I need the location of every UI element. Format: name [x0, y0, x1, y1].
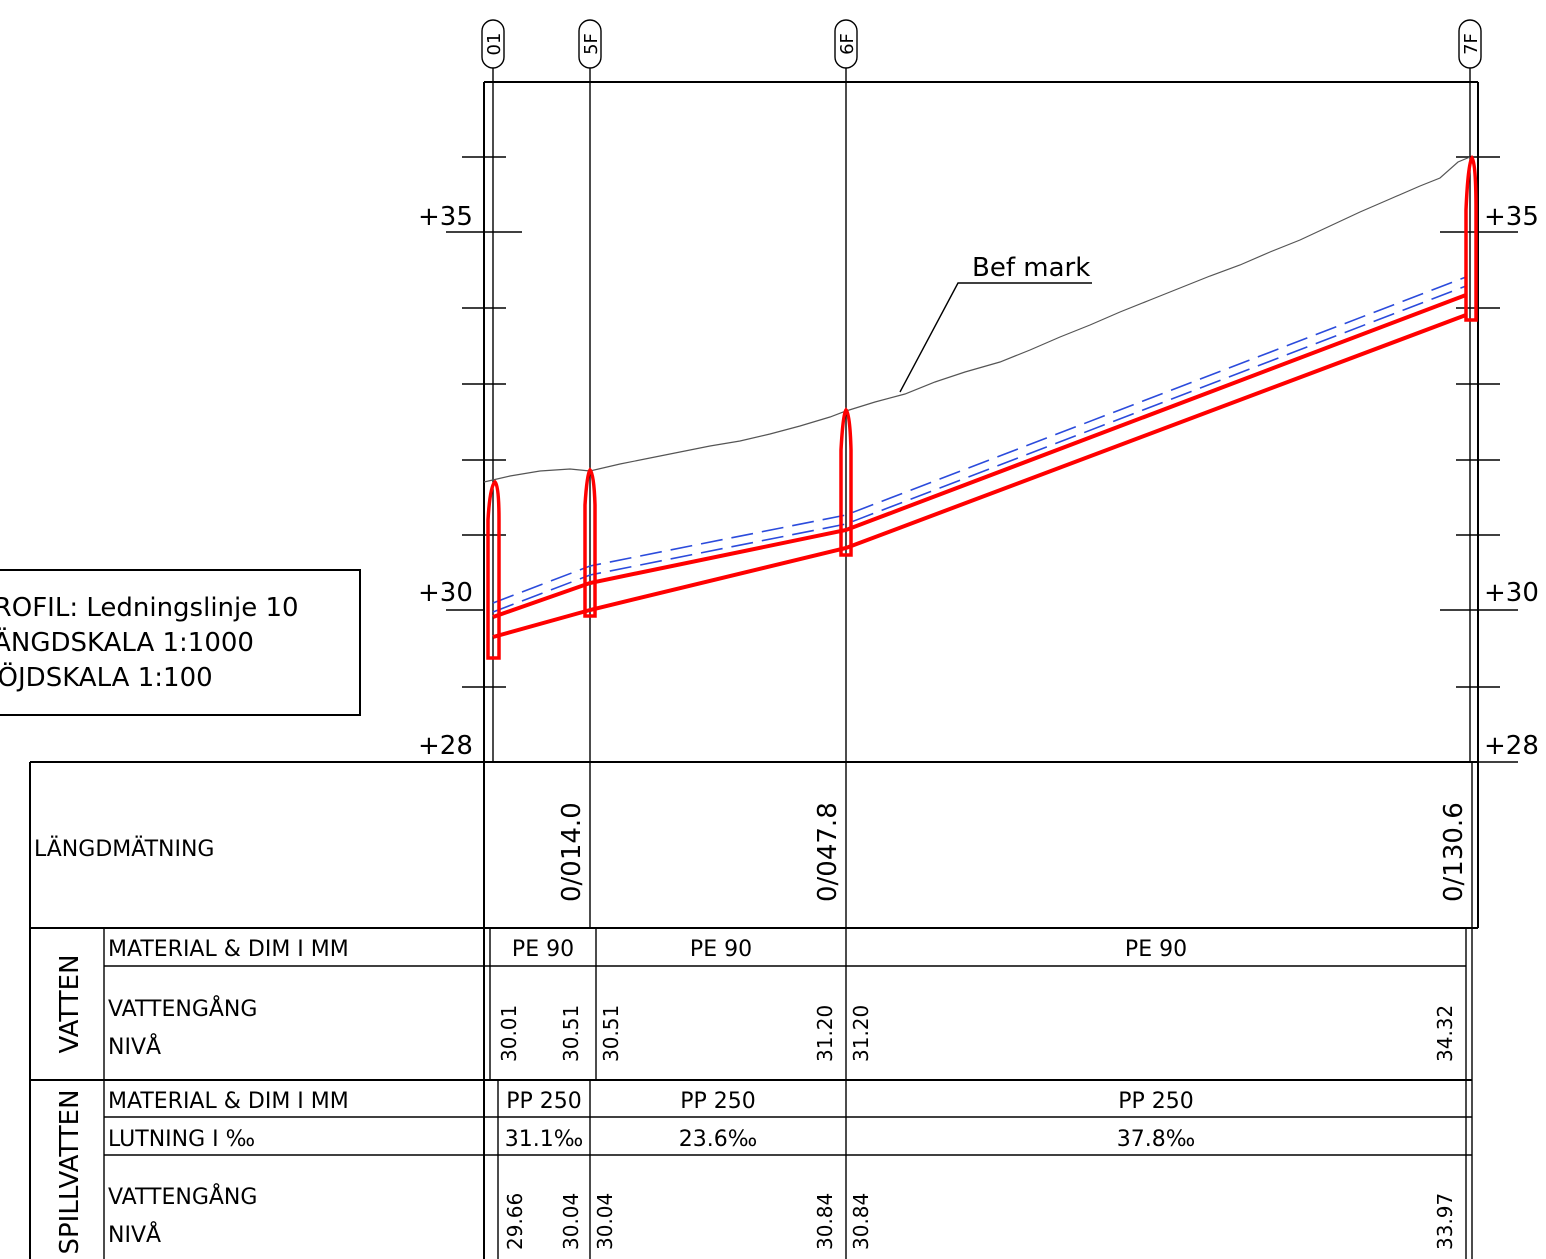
- elevation-scale-left: +35 +30 +28: [418, 157, 522, 761]
- spillvatten-level-1: 29.66: [503, 1193, 527, 1250]
- spillvatten-level-label-1: VATTENGÅNG: [108, 1183, 257, 1210]
- manhole-7F: [1466, 158, 1476, 320]
- elevation-label-28-left: +28: [418, 731, 473, 761]
- spillvatten-slope-2: 23.6‰: [679, 1127, 758, 1152]
- vatten-level-3: 30.51: [599, 1005, 623, 1062]
- ground-label: Bef mark: [972, 253, 1090, 283]
- station-1: 0/014.0: [557, 802, 587, 902]
- legend-box: PROFIL: Ledningslinje 10 LÄNGDSKALA 1:10…: [0, 570, 360, 715]
- elevation-scale-right: +35 +30 +28: [1440, 157, 1539, 762]
- station-2: 0/047.8: [813, 802, 843, 902]
- vatten-material-label: MATERIAL & DIM I MM: [108, 937, 349, 962]
- spillvatten-level-2: 30.04: [559, 1193, 583, 1250]
- well-marker-01: 01: [482, 20, 505, 68]
- vatten-material-3: PE 90: [1125, 937, 1187, 962]
- svg-text:7F: 7F: [1461, 33, 1482, 55]
- well-marker-5F: 5F: [579, 20, 602, 68]
- group-label-vatten: VATTEN: [55, 954, 85, 1053]
- vatten-level-6: 34.32: [1433, 1005, 1457, 1062]
- vatten-material-2: PE 90: [690, 937, 752, 962]
- spillvatten-material-2: PP 250: [680, 1089, 756, 1114]
- spillvatten-slope-1: 31.1‰: [505, 1127, 584, 1152]
- ground-line: [484, 157, 1470, 482]
- row-label-langdmatning: LÄNGDMÄTNING: [34, 836, 214, 862]
- elevation-label-30-right: +30: [1484, 578, 1539, 608]
- vatten-level-label-2: NIVÅ: [108, 1033, 161, 1060]
- spillvatten-material-3: PP 250: [1118, 1089, 1194, 1114]
- svg-text:01: 01: [484, 33, 505, 56]
- spillvatten-level-6: 33.97: [1433, 1193, 1457, 1250]
- vatten-material-1: PE 90: [512, 937, 574, 962]
- elevation-label-28-right: +28: [1484, 731, 1539, 761]
- sewer-pipe: [493, 295, 1466, 637]
- vatten-level-label-1: VATTENGÅNG: [108, 995, 257, 1022]
- vatten-level-5: 31.20: [849, 1005, 873, 1062]
- spillvatten-level-4: 30.84: [813, 1193, 837, 1250]
- spillvatten-level-3: 30.04: [593, 1193, 617, 1250]
- vatten-level-4: 31.20: [813, 1005, 837, 1062]
- vatten-level-2: 30.51: [559, 1005, 583, 1062]
- spillvatten-slope-3: 37.8‰: [1117, 1127, 1196, 1152]
- svg-text:5F: 5F: [581, 33, 602, 55]
- manholes: [488, 158, 1476, 658]
- spillvatten-level-label-2: NIVÅ: [108, 1221, 161, 1248]
- elevation-label-30-left: +30: [418, 578, 473, 608]
- legend-line-2: LÄNGDSKALA 1:1000: [0, 626, 254, 658]
- well-marker-6F: 6F: [835, 20, 858, 68]
- spillvatten-material-1: PP 250: [506, 1089, 582, 1114]
- svg-text:6F: 6F: [837, 33, 858, 55]
- vatten-level-1: 30.01: [497, 1005, 521, 1062]
- profile-frame: [30, 82, 1478, 762]
- well-marker-7F: 7F: [1459, 20, 1482, 68]
- ground-label-leader: Bef mark: [900, 253, 1092, 392]
- station-3: 0/130.6: [1439, 802, 1469, 902]
- elevation-label-35-left: +35: [418, 202, 473, 232]
- spillvatten-slope-label: LUTNING I ‰: [108, 1127, 255, 1152]
- legend-line-3: HÖJDSKALA 1:100: [0, 661, 213, 693]
- spillvatten-level-5: 30.84: [849, 1193, 873, 1250]
- legend-line-1: PROFIL: Ledningslinje 10: [0, 593, 299, 623]
- group-label-spillvatten: SPILLVATTEN: [55, 1089, 85, 1254]
- well-lines: [493, 68, 1470, 762]
- elevation-label-35-right: +35: [1484, 202, 1539, 232]
- water-pipe: [493, 277, 1466, 612]
- profile-table: LÄNGDMÄTNING 0/014.0 0/047.8 0/130.6 VAT…: [30, 762, 1478, 1259]
- spillvatten-material-label: MATERIAL & DIM I MM: [108, 1089, 349, 1114]
